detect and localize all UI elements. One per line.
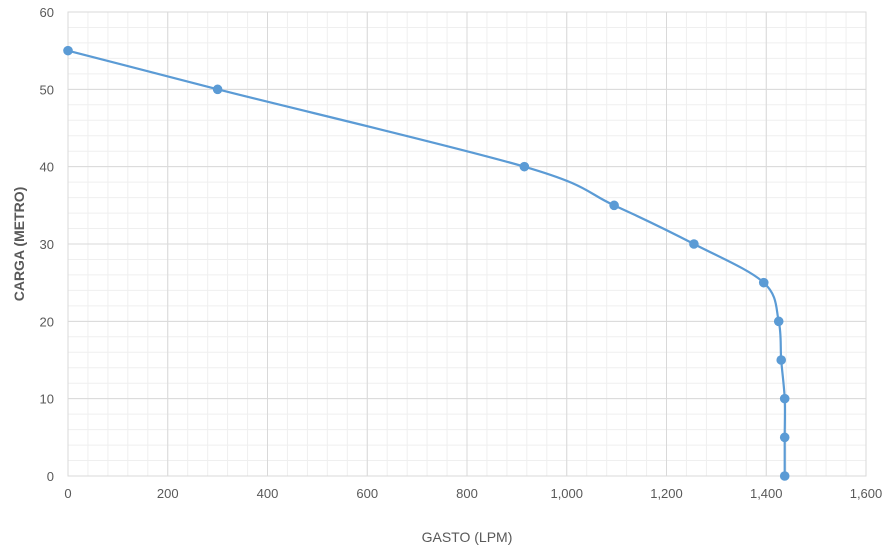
x-tick-label: 1,400 <box>750 486 783 501</box>
x-tick-labels: 0 200 400 600 800 1,000 1,200 1,400 1,600 <box>64 486 882 501</box>
y-tick-label: 10 <box>40 392 54 407</box>
data-point <box>779 393 790 404</box>
y-tick-label: 30 <box>40 237 54 252</box>
data-point <box>689 239 699 249</box>
data-point <box>779 432 790 443</box>
data-point <box>609 200 619 211</box>
x-tick-label: 0 <box>64 486 71 501</box>
data-point <box>519 161 530 172</box>
plot-border <box>67 11 867 477</box>
data-point <box>773 316 784 327</box>
x-tick-label: 200 <box>157 486 179 501</box>
data-point <box>758 277 769 288</box>
data-point <box>779 471 790 481</box>
y-tick-label: 50 <box>40 82 54 97</box>
y-tick-label: 20 <box>40 314 54 329</box>
x-tick-label: 1,000 <box>550 486 583 501</box>
data-point <box>63 45 73 56</box>
x-axis-title: GASTO (LPM) <box>422 529 513 545</box>
x-tick-label: 1,600 <box>850 486 883 501</box>
series-layer <box>63 45 790 481</box>
x-tick-label: 1,200 <box>650 486 683 501</box>
x-tick-label: 600 <box>356 486 378 501</box>
y-tick-label: 60 <box>40 5 54 20</box>
data-point <box>776 355 787 365</box>
x-tick-label: 800 <box>456 486 478 501</box>
y-tick-labels: 0 10 20 30 40 50 60 <box>40 5 54 484</box>
series-line <box>67 49 787 476</box>
y-tick-label: 0 <box>47 469 54 484</box>
y-axis-title: CARGA (METRO) <box>11 187 27 302</box>
y-tick-label: 40 <box>40 160 54 175</box>
plot-frame <box>67 11 867 477</box>
x-tick-label: 400 <box>257 486 279 501</box>
data-point <box>212 84 223 95</box>
